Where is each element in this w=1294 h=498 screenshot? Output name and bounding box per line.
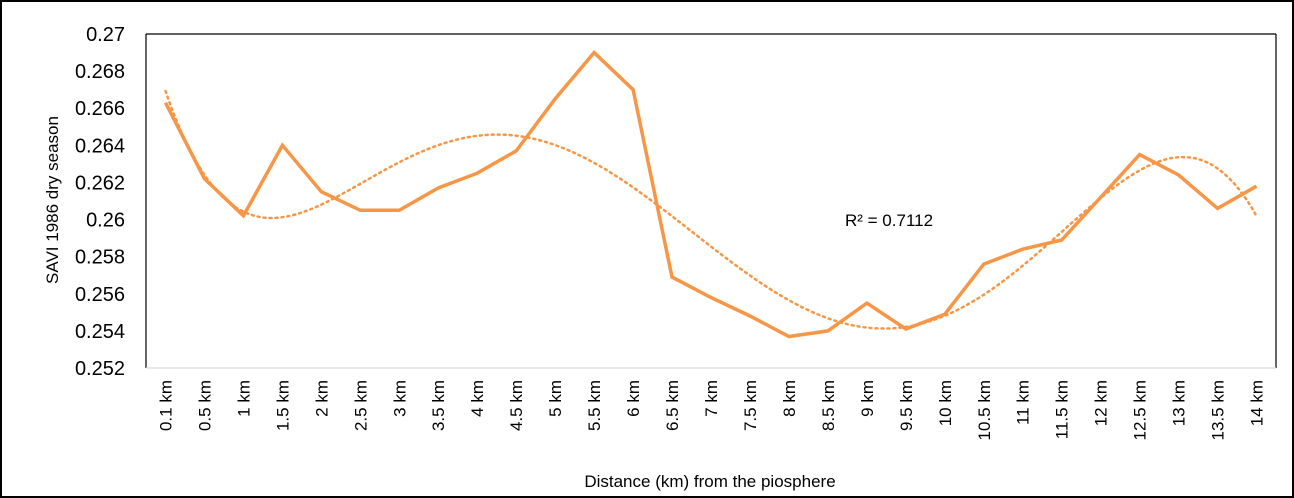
x-tick-label: 12 km — [1092, 380, 1111, 426]
x-axis-title: Distance (km) from the piosphere — [584, 472, 835, 491]
y-tick-label: 0.254 — [75, 321, 125, 343]
x-tick-label: 7.5 km — [741, 380, 760, 431]
y-tick-label: 0.264 — [75, 135, 125, 157]
y-tick-label: 0.266 — [75, 98, 125, 120]
x-tick-label: 2.5 km — [351, 380, 370, 431]
x-tick-label: 11.5 km — [1053, 380, 1072, 439]
x-tick-label: 12.5 km — [1131, 380, 1150, 440]
y-tick-label: 0.258 — [75, 247, 125, 269]
x-tick-label: 4 km — [468, 380, 487, 417]
x-tick-label: 5 km — [546, 380, 565, 417]
x-tick-label: 1.5 km — [273, 380, 292, 431]
x-tick-label: 8.5 km — [819, 380, 838, 431]
x-tick-label: 13 km — [1170, 380, 1189, 426]
y-tick-label: 0.26 — [86, 210, 125, 232]
y-tick-label: 0.252 — [75, 358, 125, 380]
y-tick-label: 0.256 — [75, 284, 125, 306]
x-tick-label: 3.5 km — [429, 380, 448, 431]
x-tick-label: 13.5 km — [1209, 380, 1228, 440]
x-tick-label: 3 km — [390, 380, 409, 417]
x-tick-label: 10.5 km — [975, 380, 994, 440]
r-squared-label: R² = 0.7112 — [845, 211, 933, 230]
y-tick-label: 0.268 — [75, 61, 125, 83]
x-tick-label: 6.5 km — [663, 380, 682, 431]
x-tick-label: 0.5 km — [195, 380, 214, 431]
x-tick-label: 10 km — [936, 380, 955, 426]
y-tick-label: 0.262 — [75, 172, 125, 194]
x-tick-label: 11 km — [1014, 380, 1033, 425]
x-tick-label: 0.1 km — [156, 380, 175, 431]
x-tick-label: 7 km — [702, 380, 721, 417]
x-tick-label: 1 km — [234, 380, 253, 417]
x-tick-label: 4.5 km — [507, 380, 526, 431]
y-tick-label: 0.27 — [86, 24, 125, 46]
trendline — [164, 89, 1258, 330]
x-tick-label: 9 km — [858, 380, 877, 417]
x-tick-label: 9.5 km — [897, 380, 916, 431]
x-tick-label: 8 km — [780, 380, 799, 417]
y-axis-title: SAVI 1986 dry season — [43, 116, 62, 284]
x-tick-label: 2 km — [312, 380, 331, 417]
x-tick-label: 6 km — [624, 380, 643, 417]
x-tick-label: 14 km — [1248, 380, 1267, 426]
series-line — [163, 50, 1258, 339]
x-tick-label: 5.5 km — [585, 380, 604, 431]
